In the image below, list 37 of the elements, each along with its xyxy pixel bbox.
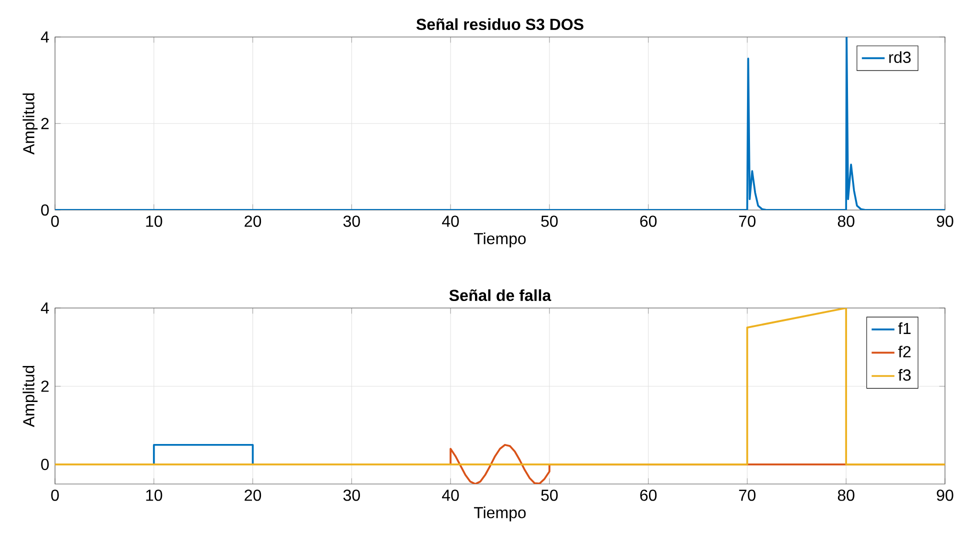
x-tick-label: 30 bbox=[343, 216, 360, 227]
x-tick-label: 70 bbox=[739, 490, 756, 501]
y-tick-label: 2 bbox=[41, 118, 49, 130]
y-tick-label: 4 bbox=[40, 302, 49, 314]
x-tick-label: 0 bbox=[51, 216, 59, 227]
x-tick-label: 50 bbox=[541, 490, 558, 501]
x-tick-label: 40 bbox=[442, 216, 459, 227]
x-tick-label: 90 bbox=[936, 216, 954, 227]
x-tick-label: 70 bbox=[739, 216, 756, 227]
x-tick-label: 80 bbox=[838, 216, 854, 227]
x-tick-label: 40 bbox=[442, 490, 459, 501]
y-tick-label: 0 bbox=[41, 458, 49, 470]
x-tick-label: 60 bbox=[640, 490, 657, 501]
y-tick-label: 4 bbox=[40, 31, 49, 42]
legend-label: f3 bbox=[898, 369, 911, 381]
x-tick-label: 50 bbox=[541, 216, 558, 227]
x-tick-label: 90 bbox=[936, 490, 954, 501]
x-tick-label: 60 bbox=[640, 216, 657, 227]
y-axis-title: Amplitud bbox=[22, 366, 38, 428]
line-series bbox=[55, 36, 945, 210]
legend-label: rd3 bbox=[889, 51, 911, 63]
x-tick-label: 10 bbox=[146, 216, 162, 227]
x-tick-label: 10 bbox=[146, 490, 162, 501]
x-tick-label: 20 bbox=[244, 490, 262, 501]
legend-label: f1 bbox=[898, 322, 911, 334]
x-axis-title: Tiempo bbox=[474, 232, 526, 248]
chart-title: Señal residuo S3 DOS bbox=[416, 18, 584, 30]
legend-label: f2 bbox=[898, 346, 911, 358]
chart-title: Señal de falla bbox=[449, 289, 552, 302]
y-tick-label: 2 bbox=[41, 380, 49, 392]
y-axis-title: Amplitud bbox=[22, 93, 38, 155]
x-tick-label: 30 bbox=[343, 490, 360, 501]
y-tick-label: 0 bbox=[41, 204, 49, 216]
x-tick-label: 80 bbox=[838, 490, 854, 501]
x-tick-label: 0 bbox=[51, 490, 59, 501]
x-tick-label: 20 bbox=[244, 216, 262, 227]
x-axis-title: Tiempo bbox=[474, 506, 526, 522]
